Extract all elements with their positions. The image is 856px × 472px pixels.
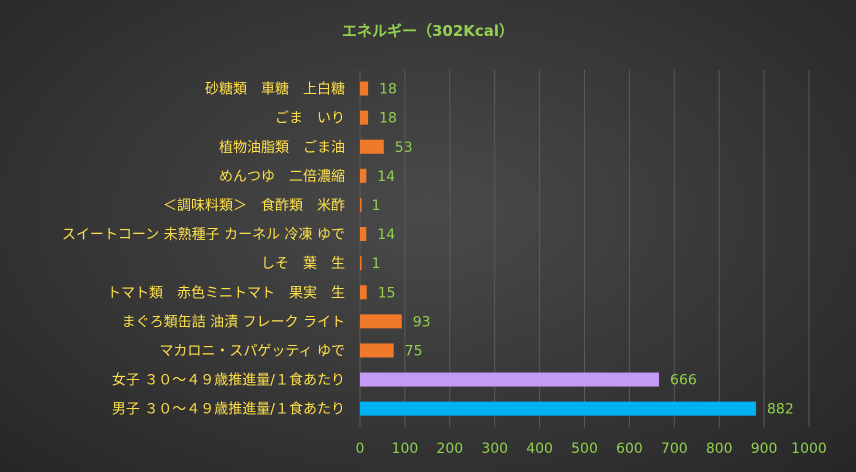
grid-lines [359, 70, 810, 428]
value-label: 53 [395, 140, 413, 156]
bar [360, 197, 362, 212]
category-label: まぐろ類缶詰 油漬 フレーク ライト [122, 314, 345, 330]
x-tick-label: 800 [706, 441, 733, 457]
category-label: スイートコーン 未熟種子 カーネル 冷凍 ゆで [62, 227, 345, 243]
bar [360, 81, 369, 96]
category-label: トマト類 赤色ミニトマト 果実 生 [107, 284, 345, 301]
category-label: 植物油脂類 ごま油 [219, 140, 345, 156]
category-label: 女子 ３０～４９歳推進量/１食あたり [112, 372, 345, 389]
x-tick-label: 600 [616, 441, 643, 457]
value-label: 75 [405, 343, 423, 359]
value-label: 18 [379, 82, 397, 98]
x-tick-label: 500 [571, 441, 598, 457]
value-label: 1 [371, 198, 380, 214]
bar [360, 110, 369, 125]
x-tick-label: 200 [436, 441, 463, 457]
x-axis-ticks: 0 100 200 300 400 500 600 700 800 900 1000 [356, 441, 827, 457]
bar [360, 168, 367, 183]
x-tick-label: 900 [751, 441, 778, 457]
value-label: 882 [767, 402, 794, 418]
category-label: ごま いり [275, 111, 345, 127]
value-label: 14 [377, 169, 395, 185]
value-label: 93 [413, 314, 431, 330]
x-tick-label: 0 [356, 441, 365, 457]
bar [360, 256, 362, 271]
value-label: 666 [670, 373, 697, 389]
category-label: マカロニ・スパゲッティ ゆで [159, 343, 345, 359]
chart-title: エネルギー（302Kcal） [342, 22, 514, 40]
x-tick-label: 300 [481, 441, 508, 457]
bar [360, 343, 394, 358]
bar [360, 314, 402, 329]
bars [360, 81, 757, 416]
category-label: 男子 ３０～４９歳推進量/１食あたり [112, 401, 345, 418]
x-tick-label: 400 [526, 441, 553, 457]
bar [360, 401, 757, 416]
category-label: 砂糖類 車糖 上白糖 [205, 81, 345, 98]
value-label: 15 [378, 285, 396, 301]
bar [360, 139, 384, 154]
value-label: 14 [377, 227, 395, 243]
category-label: ＜調味料類＞ 食酢類 米酢 [163, 197, 345, 214]
x-tick-label: 100 [392, 441, 419, 457]
category-label: しそ 葉 生 [261, 256, 345, 272]
value-label: 1 [371, 256, 380, 272]
category-label: めんつゆ 二倍濃縮 [219, 169, 345, 185]
x-tick-label: 1000 [791, 441, 827, 457]
x-tick-label: 700 [661, 441, 688, 457]
bar [360, 372, 660, 387]
bar [360, 227, 367, 242]
bar [360, 285, 367, 300]
value-label: 18 [379, 111, 397, 127]
